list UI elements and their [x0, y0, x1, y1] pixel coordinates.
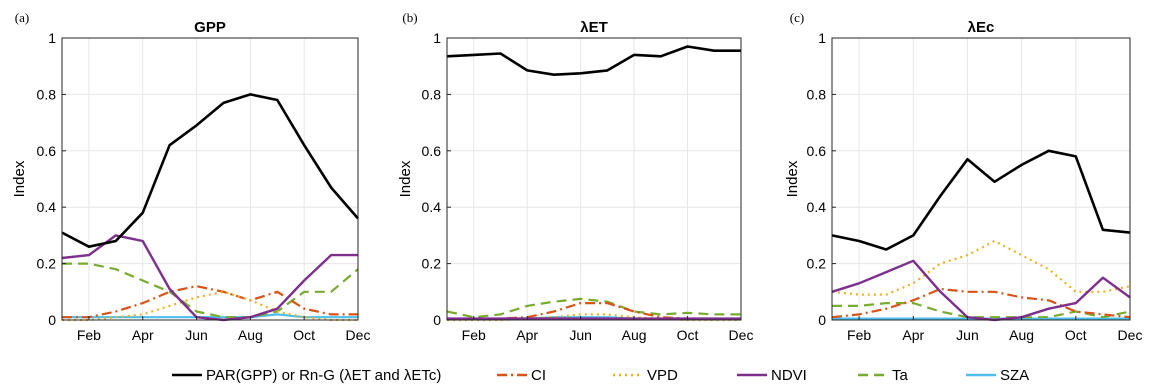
panel-label: (b) [402, 10, 417, 25]
panel-title: GPP [194, 19, 226, 36]
x-tick-label: Aug [1009, 327, 1034, 343]
x-tick-label: Feb [462, 327, 486, 343]
x-tick-label: Feb [847, 327, 871, 343]
x-tick-label: Oct [293, 327, 315, 343]
series-line-ndvi [831, 259, 1131, 322]
y-tick-label: 0.6 [37, 143, 57, 159]
x-tick-label: Jun [185, 327, 208, 343]
series-line-par [446, 45, 741, 76]
y-tick-label: 1 [48, 30, 56, 46]
series-line-ta [446, 297, 741, 319]
legend-item-sza: SZA [966, 367, 1029, 384]
series-line-sza [62, 313, 358, 319]
y-tick-label: 0 [48, 312, 56, 328]
y-axis-label: Index [397, 160, 414, 197]
legend-item-vpd: VPD [613, 367, 678, 384]
series-line-ta [62, 262, 359, 319]
x-tick-label: Aug [238, 327, 263, 343]
legend-item-ci: CI [497, 367, 546, 384]
x-tick-label: Apr [516, 327, 538, 343]
series-line-ndvi [61, 234, 358, 322]
x-tick-label: Jun [956, 327, 979, 343]
legend-item-par: PAR(GPP) or Rn-G (λET and λETc) [172, 367, 441, 384]
legend-label: NDVI [771, 367, 807, 384]
legend-label: CI [531, 367, 546, 384]
y-tick-label: 1 [433, 30, 441, 46]
chart-panel-1: 0 0.2 0.4 0.6 0.8 1 Feb Apr Jun Aug Oct Dec GPP (a) In… [11, 10, 370, 343]
series-line-par [61, 93, 359, 248]
x-tick-label: Jun [569, 327, 592, 343]
legend-label: VPD [647, 367, 678, 384]
x-tick-label: Apr [132, 327, 154, 343]
x-tick-label: Dec [729, 327, 754, 343]
y-tick-label: 0.4 [37, 199, 57, 215]
series-line-vpd [831, 239, 1131, 296]
series-line-par [831, 149, 1131, 251]
panel-title: λET [580, 19, 608, 36]
y-tick-label: 0.8 [422, 86, 442, 102]
y-tick-label: 0.4 [807, 199, 827, 215]
axes-box [831, 37, 1131, 321]
x-tick-label: Dec [1118, 327, 1143, 343]
x-tick-label: Oct [677, 327, 699, 343]
y-tick-label: 0.8 [807, 86, 827, 102]
legend-label: SZA [1000, 367, 1029, 384]
panel-label: (a) [15, 10, 29, 25]
x-tick-label: Apr [902, 327, 924, 343]
y-tick-label: 0.6 [807, 143, 827, 159]
legend: PAR(GPP) or Rn-G (λET and λETc) CI VPD NDVI… [172, 367, 1029, 384]
y-axis-label: Index [11, 160, 28, 197]
series-line-ci [62, 285, 358, 319]
panel-label: (c) [790, 10, 804, 25]
series-line-ci [831, 287, 1131, 319]
y-tick-label: 0.2 [37, 256, 57, 272]
series-line-vpd [62, 290, 358, 322]
legend-label: Ta [892, 367, 909, 384]
x-tick-label: Feb [77, 327, 101, 343]
y-tick-label: 1 [818, 30, 826, 46]
y-tick-label: 0.4 [422, 199, 442, 215]
panel-title: λEc [968, 19, 995, 36]
series-line-ta [832, 302, 1131, 319]
chart-panel-3: 0 0.2 0.4 0.6 0.8 1 Feb Apr Jun Aug Oct Dec λEc (c) In… [784, 10, 1142, 343]
legend-item-ta: Ta [858, 367, 909, 384]
y-tick-label: 0.8 [37, 86, 57, 102]
x-tick-label: Dec [346, 327, 371, 343]
chart-panel-2: 0 0.2 0.4 0.6 0.8 1 Feb Apr Jun Aug Oct Dec λET (b) In… [397, 10, 753, 343]
axes-box [61, 37, 359, 321]
axes-box [446, 37, 742, 321]
y-tick-label: 0 [433, 312, 441, 328]
y-axis-label: Index [784, 160, 801, 197]
legend-item-ndvi: NDVI [737, 367, 807, 384]
y-tick-label: 0.2 [422, 256, 442, 272]
y-tick-label: 0.6 [422, 143, 442, 159]
chart-panels: 0 0.2 0.4 0.6 0.8 1 Feb Apr Jun Aug Oct Dec GPP (a) In… [11, 10, 1142, 343]
x-tick-label: Aug [622, 327, 647, 343]
y-tick-label: 0 [818, 312, 826, 328]
x-tick-label: Oct [1065, 327, 1087, 343]
y-tick-label: 0.2 [807, 256, 827, 272]
legend-label: PAR(GPP) or Rn-G (λET and λETc) [206, 367, 441, 384]
